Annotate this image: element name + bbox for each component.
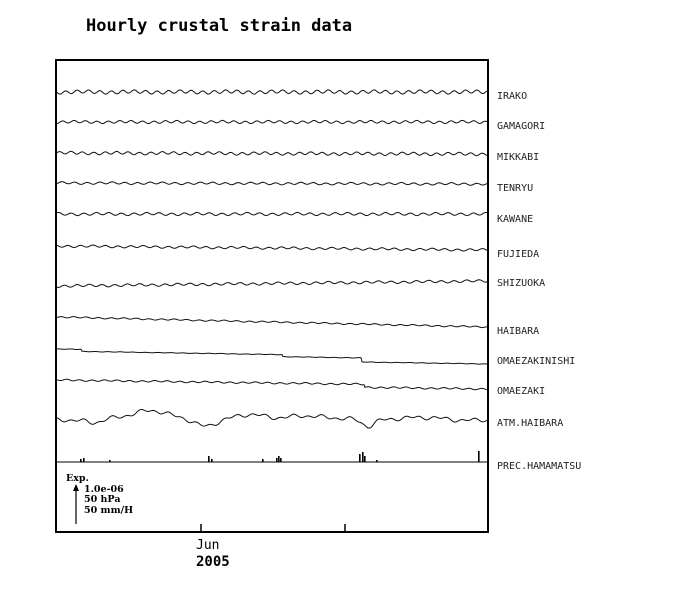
scale-legend: Exp. 1.0e-06 50 hPa 50 mm/H [66,473,133,524]
trace-line [56,211,488,217]
station-label: SHIZUOKA [497,278,545,289]
station-label: OMAEZAKINISHI [497,356,575,367]
precip-bar [364,456,366,462]
precip-bar [211,459,213,462]
precip-bar [109,460,111,462]
trace-line [56,408,488,429]
scale-strain: 1.0e-06 [84,484,124,495]
trace-line [56,119,488,125]
x-year-label: 2005 [196,554,230,570]
precip-bar [362,452,364,462]
precip-bars [80,451,480,462]
trace-line [57,348,488,365]
precip-bar [478,451,480,462]
chart-title: Hourly crustal strain data [86,16,352,36]
plot-frame [55,59,489,533]
trace-line [56,181,488,186]
scale-arrow-icon [73,484,79,491]
trace-line [56,378,488,391]
precip-bar [83,458,85,462]
station-label: OMAEZAKI [497,386,545,397]
precip-bar [208,456,210,462]
station-label: FUJIEDA [497,249,539,260]
trace-group [56,89,488,429]
precip-bar [262,459,264,462]
station-label: MIKKABI [497,152,539,163]
trace-line [56,150,488,157]
scale-label: Exp. [66,473,89,484]
precip-bar [376,460,378,462]
trace-line [56,89,488,95]
station-label-group: IRAKO GAMAGORI MIKKABI TENRYU KAWANE FUJIEDA S… [497,91,581,472]
station-label: KAWANE [497,214,533,225]
station-label: IRAKO [497,91,527,102]
station-label: ATM.HAIBARA [497,418,563,429]
precip-bar [276,458,278,462]
trace-line [56,244,488,252]
scale-precipitation: 50 mm/H [84,505,133,516]
scale-pressure: 50 hPa [84,494,120,505]
trace-line [56,316,488,329]
station-label: GAMAGORI [497,121,545,132]
station-label: PREC.HAMAMATSU [497,461,581,472]
precip-bar [280,458,282,462]
trace-line [56,279,488,288]
x-tick-label: Jun [196,538,219,553]
precip-bar [278,456,280,462]
station-label: HAIBARA [497,326,539,337]
station-label: TENRYU [497,183,533,194]
precip-bar [359,454,361,462]
precip-bar [80,459,82,462]
